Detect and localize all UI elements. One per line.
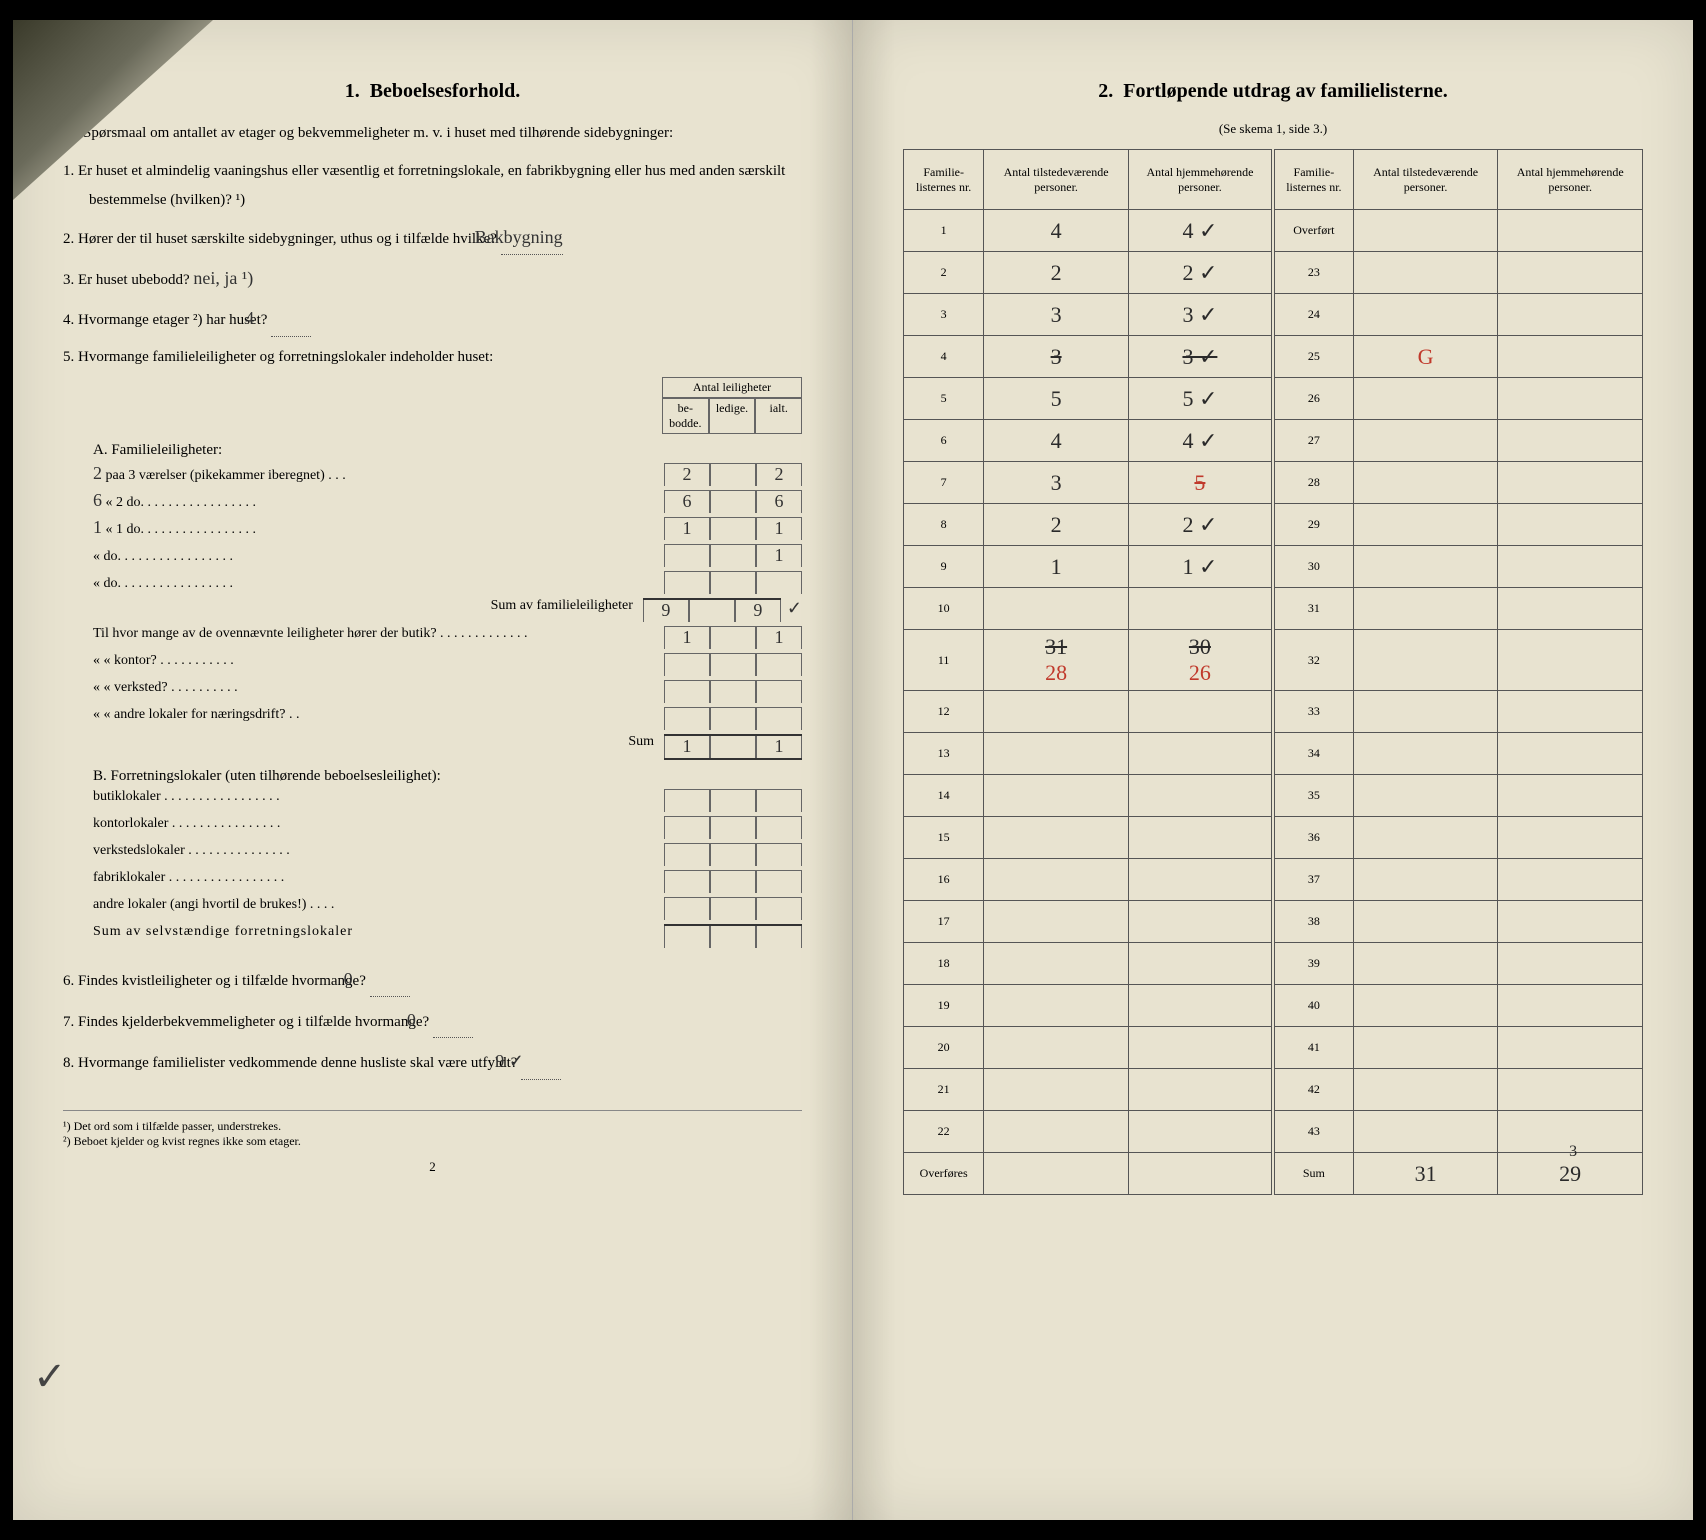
table-footer-row: Overføres Sum 31 3 29 xyxy=(904,1153,1643,1195)
table-header-row: Familie-listernes nr. Antal tilstedevære… xyxy=(904,150,1643,210)
apt-row: « do. . . . . . . . . . . . . . . . . xyxy=(93,571,802,594)
table-row: 1536 xyxy=(904,817,1643,859)
sum-apt-row: Sum av familieleiligheter 9 9 ✓ xyxy=(93,598,802,622)
sum-row: Sum 1 1 xyxy=(93,734,802,760)
apt-row: 2 paa 3 værelser (pikekammer iberegnet) … xyxy=(93,463,802,486)
q8: 8. Hvormange familielister vedkommende d… xyxy=(63,1044,802,1079)
q3-answer: nei, ja ¹) xyxy=(193,268,253,288)
right-subtitle: (Se skema 1, side 3.) xyxy=(903,121,1643,137)
table-row: 1940 xyxy=(904,985,1643,1027)
table-row: 911 ✓30 xyxy=(904,546,1643,588)
sum-checkmark: ✓ xyxy=(787,598,802,622)
b-row: kontorlokaler . . . . . . . . . . . . . … xyxy=(93,816,802,839)
section-b: B. Forretningslokaler (uten tilhørende b… xyxy=(93,768,802,785)
sum-cell: 3 29 xyxy=(1498,1153,1643,1195)
questions-list: 1. Er huset et almindelig vaaningshus el… xyxy=(63,157,802,371)
page-spread: 1. Beboelsesforhold. Spørsmaal om antall… xyxy=(13,20,1693,1520)
intro-text: Spørsmaal om antallet av etager og bekve… xyxy=(63,121,802,145)
table-row: 1233 xyxy=(904,691,1643,733)
q6: 6. Findes kvistleiligheter og i tilfælde… xyxy=(63,962,802,997)
table-row: 144 ✓Overført xyxy=(904,210,1643,252)
sum-b-row: Sum av selvstændige forretningslokaler xyxy=(93,924,802,948)
b-row: verkstedslokaler . . . . . . . . . . . .… xyxy=(93,843,802,866)
margin-checkmark: ✓ xyxy=(33,1353,67,1400)
table-row: 1738 xyxy=(904,901,1643,943)
left-heading: 1. Beboelsesforhold. xyxy=(63,80,802,103)
family-table: Familie-listernes nr. Antal tilstedevære… xyxy=(903,149,1643,1195)
right-page: 2. Fortløpende utdrag av familielisterne… xyxy=(853,20,1693,1520)
table-row: 2041 xyxy=(904,1027,1643,1069)
table-row: 1031 xyxy=(904,588,1643,630)
apt-row: 1 « 1 do. . . . . . . . . . . . . . . . … xyxy=(93,517,802,540)
q2-answer: Bakbygning xyxy=(501,220,563,255)
table-row: 822 ✓29 xyxy=(904,504,1643,546)
table-row: 1334 xyxy=(904,733,1643,775)
questions-678: 6. Findes kvistleiligheter og i tilfælde… xyxy=(63,962,802,1080)
q5: 5. Hvormange familieleiligheter og forre… xyxy=(63,343,802,372)
table-row: 1839 xyxy=(904,943,1643,985)
table-row: 222 ✓23 xyxy=(904,252,1643,294)
footnotes: ¹) Det ord som i tilfælde passer, unders… xyxy=(63,1110,802,1149)
right-heading: 2. Fortløpende utdrag av familielisterne… xyxy=(903,80,1643,103)
til-row: « « kontor? . . . . . . . . . . . xyxy=(93,653,802,676)
section-a: A. Familieleiligheter: xyxy=(93,442,802,459)
table-row: 333 ✓24 xyxy=(904,294,1643,336)
table-row: 433 ✓25G xyxy=(904,336,1643,378)
b-row: andre lokaler (angi hvortil de brukes!) … xyxy=(93,897,802,920)
apt-row: « do. . . . . . . . . . . . . . . . . 1 xyxy=(93,544,802,567)
table-row: 73528 xyxy=(904,462,1643,504)
left-page: 1. Beboelsesforhold. Spørsmaal om antall… xyxy=(13,20,853,1520)
apt-header: Antal leiligheter be-bodde. ledige. ialt… xyxy=(662,377,802,434)
page-number: 2 xyxy=(63,1159,802,1175)
til-row: « « verksted? . . . . . . . . . . xyxy=(93,680,802,703)
apt-row: 6 « 2 do. . . . . . . . . . . . . . . . … xyxy=(93,490,802,513)
b-row: butiklokaler . . . . . . . . . . . . . .… xyxy=(93,789,802,812)
q2: 2. Hører der til huset særskilte sidebyg… xyxy=(63,220,802,255)
q4: 4. Hvormange etager ²) har huset? 4 xyxy=(63,301,802,336)
table-row: 555 ✓26 xyxy=(904,378,1643,420)
table-row: 644 ✓27 xyxy=(904,420,1643,462)
til-hvor-row: Til hvor mange av de ovennævnte leilighe… xyxy=(93,626,802,649)
til-row: « « andre lokaler for næringsdrift? . . xyxy=(93,707,802,730)
table-row: 1435 xyxy=(904,775,1643,817)
b-row: fabriklokaler . . . . . . . . . . . . . … xyxy=(93,870,802,893)
q1: 1. Er huset et almindelig vaaningshus el… xyxy=(63,157,802,214)
table-row: 1637 xyxy=(904,859,1643,901)
table-row: 113128302632 xyxy=(904,630,1643,691)
table-row: 2243 xyxy=(904,1111,1643,1153)
table-row: 2142 xyxy=(904,1069,1643,1111)
q4-answer: 4 xyxy=(271,301,311,336)
q7: 7. Findes kjelderbekvemmeligheter og i t… xyxy=(63,1003,802,1038)
q3: 3. Er huset ubebodd? nei, ja ¹) xyxy=(63,261,802,295)
